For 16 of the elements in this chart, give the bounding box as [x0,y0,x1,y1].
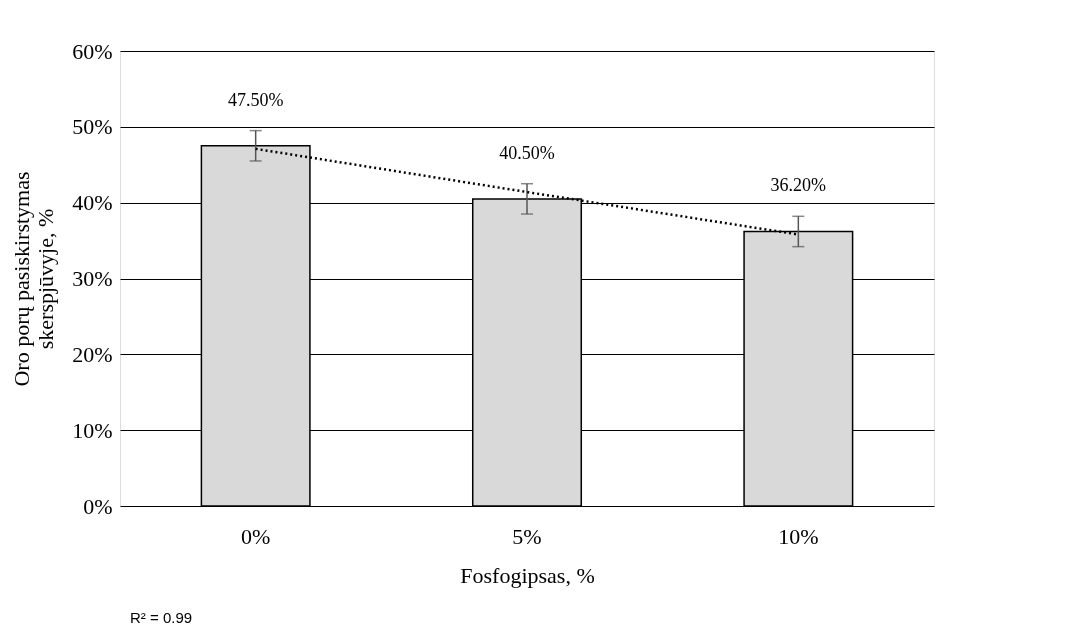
y-axis-title: Oro porų pasiskirstymas skerspjūvyje, % [9,171,59,387]
data-label: 47.50% [227,89,284,110]
data-label: 36.20% [770,175,827,196]
y-tick-label: 20% [72,341,113,367]
y-tick-label: 30% [72,266,113,291]
y-tick-label: 10% [72,417,113,443]
x-tick-label: 5% [512,523,542,549]
data-label: 40.50% [499,142,555,163]
y-tick-label: 50% [72,114,113,140]
x-axis-title: Fosfogipsas, % [460,562,595,588]
y-tick-label: 60% [72,38,113,64]
y-tick-label: 0% [83,493,113,519]
y-tick-label: 40% [72,190,113,216]
text: R² = 0.99 [130,609,193,626]
x-tick-label: 0% [241,523,271,549]
x-tick-label: 10% [778,523,819,549]
